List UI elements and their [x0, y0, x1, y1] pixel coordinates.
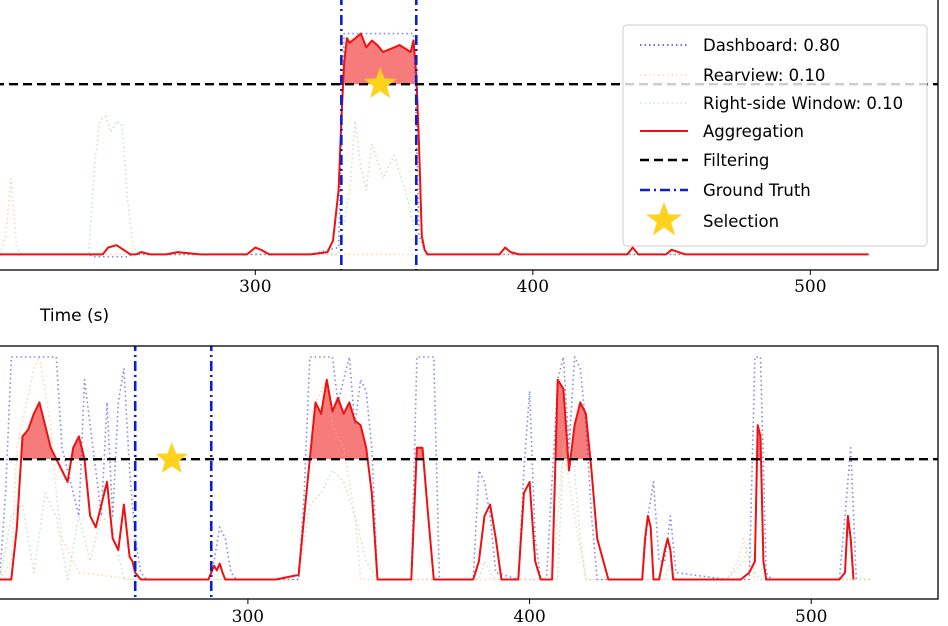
legend-entry-rearview: Rearview: 0.10 — [640, 66, 825, 85]
top-chart: 300 400 500 Time (s) Dashboard: 0.80 Rearv… — [0, 0, 939, 326]
top-selection-star-icon — [364, 67, 397, 98]
bottom-x-tick-label-500: 500 — [795, 607, 827, 626]
bottom-x-tick-label-400: 400 — [513, 607, 545, 626]
legend-swatch-selection-star-icon — [646, 202, 682, 236]
bottom-selected-region-2 — [310, 379, 367, 460]
bottom-selection-star-icon — [155, 442, 188, 473]
bottom-plot-area — [0, 346, 938, 599]
legend-label-aggregation: Aggregation — [703, 122, 804, 141]
top-x-tick-label-500: 500 — [794, 277, 826, 297]
top-plot-frame — [0, 0, 939, 271]
bottom-x-tick-label-300: 300 — [232, 607, 264, 626]
top-series-dashboard — [0, 32, 869, 258]
bottom-selected-region-1 — [71, 436, 84, 460]
bottom-selected-region-3 — [416, 447, 424, 460]
legend-entry-selection: Selection — [646, 202, 779, 236]
top-series-aggregation — [0, 32, 869, 256]
legend-label-right-side-window: Right-side Window: 0.10 — [703, 94, 903, 113]
legend-entry-right-side-window: Right-side Window: 0.10 — [640, 94, 903, 113]
legend-box — [622, 24, 928, 247]
legend-label-ground-truth: Ground Truth — [703, 181, 811, 200]
top-series-right-side-window — [0, 115, 869, 256]
bottom-series-dashboard — [0, 356, 858, 581]
bottom-chart: 300 400 500 — [0, 345, 939, 626]
legend-label-dashboard: Dashboard: 0.80 — [703, 36, 840, 55]
legend: Dashboard: 0.80 Rearview: 0.10 Right-sid… — [622, 24, 928, 247]
legend-label-filtering: Filtering — [703, 151, 769, 170]
bottom-series-rearview — [0, 356, 871, 581]
legend-entry-dashboard: Dashboard: 0.80 — [640, 36, 840, 55]
top-x-axis-label: Time (s) — [39, 306, 109, 326]
bottom-x-axis: 300 400 500 — [232, 599, 827, 626]
top-series-rearview — [0, 177, 869, 256]
top-x-tick-label-400: 400 — [517, 277, 549, 297]
bottom-series-aggregation — [0, 378, 855, 581]
bottom-plot-frame — [0, 345, 939, 600]
legend-label-rearview: Rearview: 0.10 — [703, 66, 825, 85]
legend-entry-ground-truth: Ground Truth — [640, 181, 811, 200]
legend-entry-aggregation: Aggregation — [640, 122, 804, 141]
bottom-selected-region-0 — [21, 402, 56, 460]
legend-label-selection: Selection — [703, 212, 779, 231]
top-x-axis: 300 400 500 — [239, 270, 827, 297]
top-x-tick-label-300: 300 — [239, 277, 271, 297]
bottom-selected-region-4 — [555, 379, 568, 460]
legend-entry-filtering: Filtering — [640, 151, 769, 170]
